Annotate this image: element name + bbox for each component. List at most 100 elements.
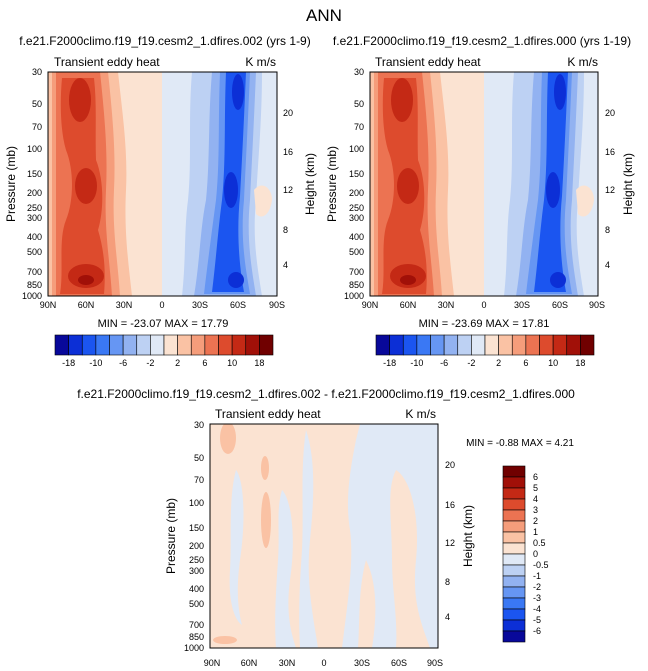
colorbar-swatch bbox=[484, 334, 499, 356]
colorbar-swatch bbox=[81, 334, 97, 356]
field-pos-14-mid bbox=[397, 168, 419, 204]
panel-2-ytick-label: 200 bbox=[349, 188, 364, 198]
colorbar-label: 2 bbox=[496, 358, 501, 368]
panel-1-xtick-label: 60S bbox=[230, 300, 246, 310]
panel-3-xtick-label: 60S bbox=[391, 658, 407, 668]
panel-3-ytick-label: 300 bbox=[189, 566, 204, 576]
field-pos-18 bbox=[400, 275, 416, 285]
field-pos-14-upper bbox=[69, 78, 91, 122]
colorbar-swatch bbox=[502, 487, 526, 500]
panel-3-y2tick-label: 16 bbox=[445, 500, 455, 510]
colorbar-swatch bbox=[502, 564, 526, 577]
panel-2-frame bbox=[369, 71, 599, 297]
colorbar-label: 4 bbox=[533, 494, 538, 504]
colorbar-swatch bbox=[54, 334, 69, 356]
panel-3-y2-axis: 20 16 12 8 4 bbox=[445, 460, 455, 622]
colorbar-label: -0.5 bbox=[533, 560, 549, 570]
panel-2-ytick-label: 50 bbox=[354, 99, 364, 109]
colorbar-label: 2 bbox=[533, 516, 538, 526]
colorbar-swatch bbox=[498, 334, 513, 356]
panel-2-y2tick-label: 12 bbox=[605, 185, 615, 195]
panel-3-ytick-label: 100 bbox=[189, 498, 204, 508]
colorbar-label: -3 bbox=[533, 593, 541, 603]
colorbar-label: -2 bbox=[146, 358, 154, 368]
colorbar-label: -6 bbox=[119, 358, 127, 368]
colorbar-swatch bbox=[245, 334, 260, 356]
panel-3-xtick-label: 60N bbox=[241, 658, 258, 668]
colorbar-label: 18 bbox=[575, 358, 585, 368]
panel-3-ytick-label: 250 bbox=[189, 555, 204, 565]
colorbar-swatch bbox=[552, 334, 568, 356]
colorbar-label: 0 bbox=[533, 549, 538, 559]
colorbar-panel-1: -18 -10 -6 -2 2 6 10 18 bbox=[54, 334, 274, 368]
field-pos-right-upper bbox=[576, 185, 594, 217]
panel-2-title: f.e21.F2000climo.f19_f19.cesm2_1.dfires.… bbox=[333, 34, 631, 48]
colorbar-label: -2 bbox=[467, 358, 475, 368]
panel-3-title: f.e21.F2000climo.f19_f19.cesm2_1.dfires.… bbox=[77, 387, 575, 401]
colorbar-label: -10 bbox=[89, 358, 102, 368]
colorbar-label: 1 bbox=[533, 527, 538, 537]
panel-2-ylabel: Pressure (mb) bbox=[325, 146, 339, 222]
colorbar-swatch bbox=[525, 334, 540, 356]
colorbar-swatch bbox=[502, 575, 526, 588]
panel-3-xtick-label: 90N bbox=[204, 658, 221, 668]
colorbar-label: 0.5 bbox=[533, 538, 546, 548]
panel-3-ytick-label: 150 bbox=[189, 523, 204, 533]
colorbar-label: -18 bbox=[383, 358, 396, 368]
panel-1-title: f.e21.F2000climo.f19_f19.cesm2_1.dfires.… bbox=[19, 34, 310, 48]
panel-1-xtick-label: 90S bbox=[269, 300, 285, 310]
panel-1-ytick-label: 50 bbox=[32, 99, 42, 109]
field-diff-neg-b bbox=[275, 490, 296, 648]
panel-2-ytick-label: 1000 bbox=[344, 291, 364, 301]
colorbar-swatch bbox=[177, 334, 192, 356]
colorbar-swatch bbox=[136, 334, 151, 356]
panel-2-ytick-label: 300 bbox=[349, 213, 364, 223]
panel-3-ytick-label: 50 bbox=[194, 453, 204, 463]
colorbar-label: -5 bbox=[533, 615, 541, 625]
panel-3-y2tick-label: 20 bbox=[445, 460, 455, 470]
panel-2-y2label: Height (km) bbox=[621, 153, 635, 215]
colorbar-swatch bbox=[231, 334, 247, 356]
field-pos-right-upper bbox=[254, 185, 272, 217]
colorbar-swatch bbox=[443, 334, 459, 356]
panel-3-ytick-label: 400 bbox=[189, 584, 204, 594]
panel-2-xtick-label: 30N bbox=[438, 300, 455, 310]
panel-3-field bbox=[210, 424, 438, 648]
panel-3-subtitle-right: K m/s bbox=[405, 407, 436, 421]
panel-3: f.e21.F2000climo.f19_f19.cesm2_1.dfires.… bbox=[77, 387, 575, 668]
panel-2-y2tick-label: 4 bbox=[605, 260, 610, 270]
colorbar-swatch bbox=[502, 597, 526, 610]
panel-2-y2tick-label: 16 bbox=[605, 147, 615, 157]
panel-3-ytick-label: 30 bbox=[194, 420, 204, 430]
colorbar-swatch bbox=[502, 476, 526, 489]
panel-1-field bbox=[48, 72, 277, 296]
panel-3-stats: MIN = -0.88 MAX = 4.21 bbox=[466, 438, 574, 449]
panel-2-ytick-label: 100 bbox=[349, 144, 364, 154]
field-pos-18 bbox=[78, 275, 94, 285]
panel-3-xtick-label: 90S bbox=[427, 658, 443, 668]
field-diff-pos-right bbox=[390, 470, 430, 648]
colorbar-swatch bbox=[566, 334, 581, 356]
colorbar-swatch bbox=[95, 334, 110, 356]
panel-1-ytick-label: 850 bbox=[27, 280, 42, 290]
panel-3-subtitle-left: Transient eddy heat bbox=[215, 407, 321, 421]
panel-3-x-axis: 90N 60N 30N 0 30S 60S 90S bbox=[204, 658, 443, 668]
panel-2-xtick-label: 90S bbox=[589, 300, 605, 310]
panel-1-xtick-label: 30S bbox=[192, 300, 208, 310]
field-diff-pos-right2 bbox=[358, 560, 376, 648]
panel-1-x-axis: 90N 60N 30N 0 30S 60S 90S bbox=[40, 300, 285, 310]
panel-3-y2tick-label: 8 bbox=[445, 577, 450, 587]
field-neg-18-lower bbox=[228, 272, 244, 288]
panel-1-y2tick-label: 4 bbox=[283, 260, 288, 270]
panel-2-ytick-label: 500 bbox=[349, 247, 364, 257]
colorbar-label: -18 bbox=[62, 358, 75, 368]
panel-3-y2tick-label: 4 bbox=[445, 612, 450, 622]
panel-2-ytick-label: 30 bbox=[354, 67, 364, 77]
colorbar-swatch bbox=[502, 608, 526, 621]
panel-1-ytick-label: 100 bbox=[27, 144, 42, 154]
colorbar-swatch bbox=[502, 531, 526, 544]
panel-2-ytick-label: 70 bbox=[354, 122, 364, 132]
colorbar-swatch bbox=[150, 334, 165, 356]
panel-3-ylabel: Pressure (mb) bbox=[164, 498, 178, 574]
colorbar-label: -6 bbox=[440, 358, 448, 368]
